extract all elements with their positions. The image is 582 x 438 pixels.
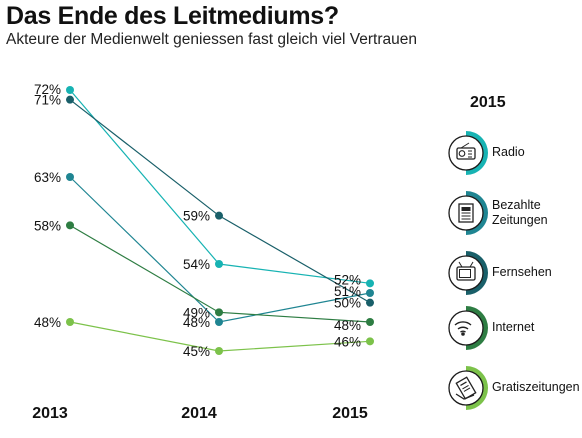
chart-title: Das Ende des Leitmediums? [6, 2, 339, 30]
data-label-bezahlte-zeitungen-2014: 48% [183, 315, 210, 330]
data-label-fernsehen-2015: 50% [334, 296, 361, 311]
data-point-bezahlte-zeitungen-2014 [215, 318, 223, 326]
data-label-internet-2013: 58% [34, 218, 61, 233]
data-label-internet-2014: 49% [183, 305, 210, 320]
data-point-fernsehen-2014 [215, 211, 223, 220]
data-point-radio-2015 [366, 279, 374, 288]
legend-item-bezahlte-zeitungen: Bezahlte Zeitungen [442, 190, 582, 242]
data-label-gratiszeitungen-2013: 48% [34, 315, 61, 330]
series-line-bezahlte-zeitungen [69, 176, 371, 323]
series-line-radio [69, 89, 371, 284]
data-point-gratiszeitungen-2015 [366, 337, 374, 346]
data-point-internet-2013 [66, 221, 74, 230]
legend-label-gratiszeitungen: Gratiszeitungen [492, 380, 580, 395]
legend-label-line: Zeitungen [492, 213, 548, 227]
legend-label-fernsehen: Fernsehen [492, 265, 552, 280]
legend-label-line: Internet [492, 320, 535, 334]
data-label-gratiszeitungen-2015: 46% [334, 334, 361, 349]
legend-label-line: Fernsehen [492, 265, 552, 279]
data-point-fernsehen-2015 [366, 298, 374, 307]
x-tick-label-2014: 2014 [181, 405, 217, 422]
legend-label-radio: Radio [492, 145, 525, 160]
trust-line-chart: 72%54%52%63%48%51%71%59%50%58%49%48%48%4… [32, 82, 374, 422]
x-tick-label-2013: 2013 [32, 405, 68, 422]
data-label-fernsehen-2013: 71% [34, 93, 61, 108]
data-label-gratiszeitungen-2014: 45% [183, 344, 210, 359]
free-newspaper-icon [448, 366, 488, 410]
series-line-fernsehen [69, 99, 371, 304]
chart-subtitle: Akteure der Medienwelt geniessen fast gl… [6, 31, 417, 48]
legend-label-line: Radio [492, 145, 525, 159]
data-point-fernsehen-2013 [66, 95, 74, 104]
data-label-bezahlte-zeitungen-2013: 63% [34, 170, 61, 185]
series-line-gratiszeitungen [69, 321, 371, 352]
data-point-internet-2015 [366, 318, 374, 326]
legend-item-radio: Radio [442, 130, 582, 182]
data-label-fernsehen-2014: 59% [183, 209, 210, 224]
data-point-radio-2013 [66, 86, 74, 94]
data-label-radio-2015: 52% [334, 272, 361, 287]
legend-item-internet: Internet [442, 305, 582, 357]
series-line-internet [69, 224, 371, 323]
data-label-radio-2014: 54% [183, 257, 210, 272]
data-point-bezahlte-zeitungen-2015 [366, 289, 374, 297]
data-label-bezahlte-zeitungen-2015: 51% [334, 284, 361, 299]
data-point-internet-2014 [215, 308, 223, 317]
newspaper-icon [448, 191, 488, 235]
wifi-icon [448, 306, 488, 350]
data-point-bezahlte-zeitungen-2013 [66, 173, 74, 181]
data-point-radio-2014 [215, 260, 223, 268]
legend-item-gratiszeitungen: Gratiszeitungen [442, 365, 582, 417]
legend-label-line: Gratiszeitungen [492, 380, 580, 394]
legend-label-bezahlte-zeitungen: Bezahlte Zeitungen [492, 198, 548, 228]
data-label-internet-2015: 48% [334, 318, 361, 333]
data-point-gratiszeitungen-2013 [66, 318, 74, 326]
legend-label-internet: Internet [492, 320, 534, 335]
legend-item-fernsehen: Fernsehen [442, 250, 582, 302]
radio-icon [448, 131, 488, 175]
legend-label-line: Bezahlte [492, 198, 541, 212]
data-label-radio-2013: 72% [34, 82, 61, 97]
legend-year: 2015 [470, 94, 506, 111]
data-point-gratiszeitungen-2014 [215, 347, 223, 355]
x-tick-label-2015: 2015 [332, 405, 368, 422]
tv-icon [448, 251, 488, 295]
